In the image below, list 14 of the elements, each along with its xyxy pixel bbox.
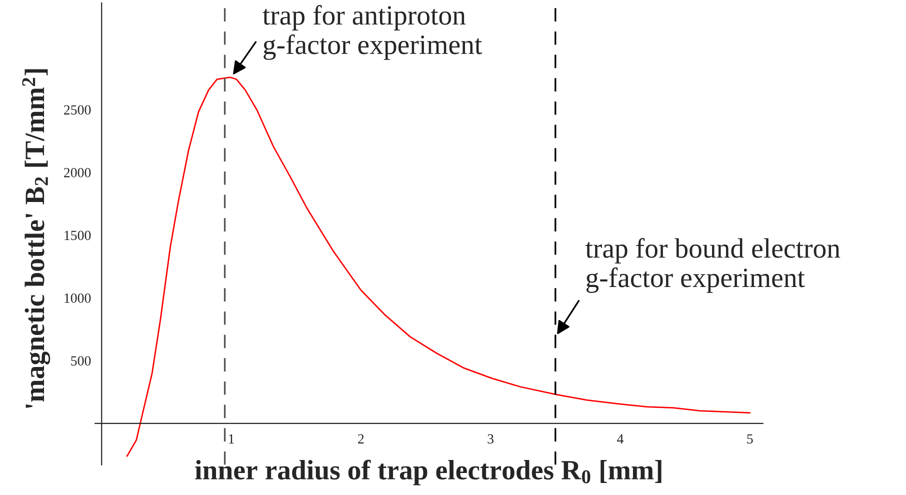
y-tick-label: 1500 bbox=[64, 230, 91, 240]
y-tick-label: 2000 bbox=[64, 168, 91, 178]
x-tick-label: 5 bbox=[747, 434, 753, 444]
x-tick-label: 2 bbox=[358, 434, 364, 444]
annotation: trap for antiproton g-factor experiment bbox=[262, 4, 482, 60]
x-axis-title: inner radius of trap electrodes R$_{0}$ [mm] bbox=[195, 460, 662, 486]
annotation: trap for bound electron g-factor experiment bbox=[586, 238, 840, 293]
y-axis-title: 'magnetic bottle' B$_{2}$ [T/mm$^{2}$] bbox=[22, 69, 50, 408]
x-tick-label: 3 bbox=[488, 434, 494, 444]
x-tick-label: 4 bbox=[617, 434, 624, 444]
x-tick-label: 1 bbox=[229, 434, 234, 444]
y-tick-label: 500 bbox=[71, 356, 91, 366]
y-tick-label: 2500 bbox=[64, 105, 91, 115]
y-tick-label: 1000 bbox=[64, 293, 91, 303]
